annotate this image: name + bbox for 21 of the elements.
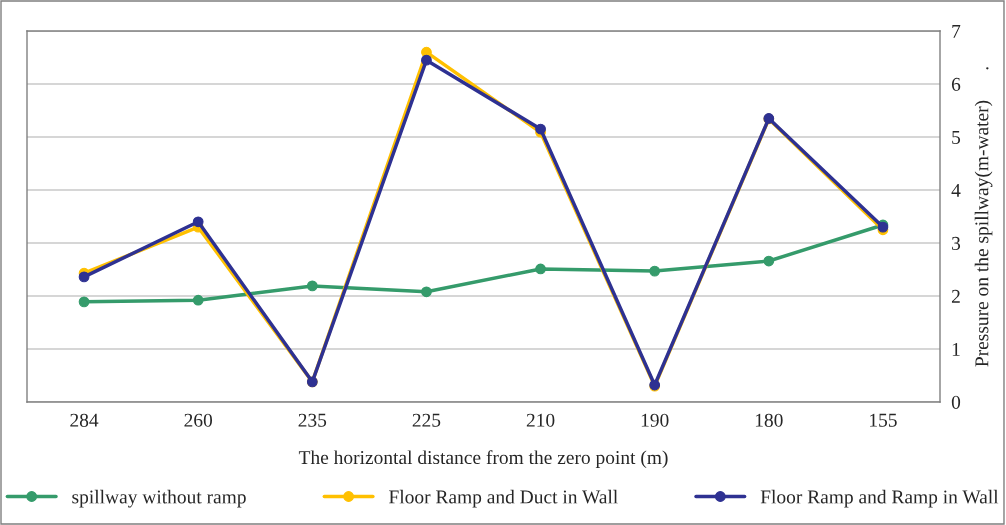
y-tick-label: 6 — [951, 77, 961, 91]
y-tick-label: 5 — [952, 131, 961, 144]
x-tick-label: 190 — [641, 413, 669, 427]
y-axis-title: Pressure on the spillway(m-water) . — [974, 67, 993, 367]
y-tick-label: 0 — [951, 395, 961, 409]
legend-label: spillway without ramp — [72, 489, 246, 508]
x-tick-label: 260 — [184, 413, 213, 427]
x-tick-label: 284 — [70, 413, 99, 427]
x-tick-label: 225 — [412, 413, 441, 427]
x-tick-label: 210 — [526, 413, 555, 427]
y-tick-label: 3 — [952, 236, 961, 250]
legend-label: Floor Ramp and Duct in Wall — [389, 489, 618, 508]
x-tick-label: 235 — [298, 413, 327, 427]
x-tick-label: 180 — [755, 413, 783, 427]
y-tick-label: 2 — [951, 289, 960, 303]
x-axis-title: The horizontal distance from the zero point (m) — [298, 450, 668, 469]
y-tick-label: 1 — [952, 342, 960, 356]
y-tick-label: 7 — [952, 25, 961, 38]
legend-label: Floor Ramp and Ramp in Wall — [760, 489, 999, 508]
y-tick-label: 4 — [951, 183, 961, 197]
x-tick-label: 155 — [870, 413, 897, 427]
